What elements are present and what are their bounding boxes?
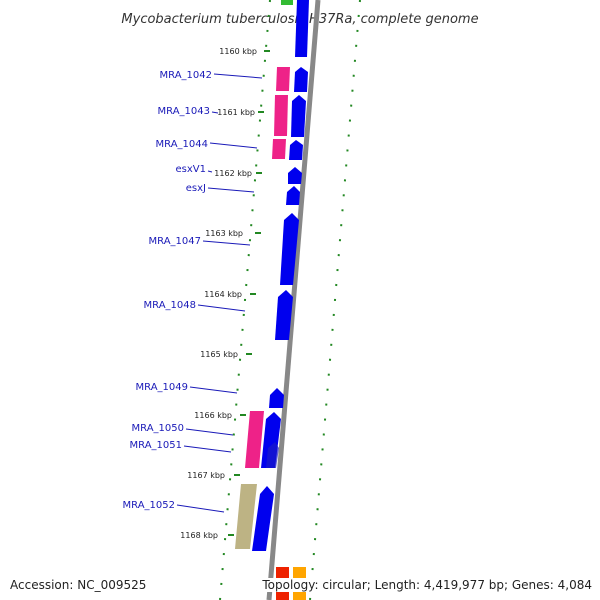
- gene-label-mra-1051[interactable]: MRA_1051: [130, 440, 232, 453]
- svg-text:MRA_1043[interactable]: MRA_1043: [158, 106, 210, 117]
- gene-label-mra-1049[interactable]: MRA_1049: [136, 382, 238, 394]
- gene-mra-1050-reverse: [245, 411, 264, 468]
- gene-1049-arrow: [269, 388, 284, 408]
- gene-esxj-arrow: [286, 186, 300, 205]
- svg-text:esxJ[interactable]: esxJ: [186, 183, 206, 194]
- gene-mra-1052-tan: [235, 484, 257, 549]
- gene-label-esxj[interactable]: esxJ: [186, 183, 255, 194]
- outer-track-left: [219, 0, 271, 600]
- gene-1052-arrow: [252, 486, 274, 551]
- svg-text:esxV1[interactable]: esxV1: [176, 164, 206, 175]
- svg-text:MRA_1052[interactable]: MRA_1052: [123, 500, 175, 511]
- tick-label: 1168 kbp: [180, 531, 218, 540]
- svg-text:MRA_1042[interactable]: MRA_1042: [160, 70, 212, 81]
- tick-label: 1167 kbp: [187, 471, 225, 480]
- gene-label-mra-1052[interactable]: MRA_1052: [123, 500, 225, 513]
- tick-1160: 1160 kbp: [219, 47, 270, 56]
- tick-1163: 1163 kbp: [205, 229, 261, 238]
- gene-label-mra-1048[interactable]: MRA_1048: [144, 300, 246, 312]
- top-green-feature: [281, 0, 293, 5]
- gene-1051-arrow-overlay: [266, 442, 279, 468]
- gene-label-mra-1044[interactable]: MRA_1044: [156, 139, 258, 150]
- genome-summary-text: Topology: circular; Length: 4,419,977 bp…: [260, 578, 594, 592]
- gene-1043-arrow: [291, 95, 306, 137]
- tick-1162: 1162 kbp: [214, 169, 262, 178]
- gene-mra-1043-reverse: [274, 95, 288, 136]
- tick-label: 1163 kbp: [205, 229, 243, 238]
- gene-mra-1044-reverse: [272, 139, 286, 159]
- gene-label-mra-1042[interactable]: MRA_1042: [160, 70, 263, 81]
- tick-label: 1166 kbp: [194, 411, 232, 420]
- svg-text:MRA_1047[interactable]: MRA_1047: [149, 236, 201, 247]
- tick-label: 1165 kbp: [200, 350, 238, 359]
- tick-1165: 1165 kbp: [200, 350, 252, 359]
- tick-label: 1161 kbp: [217, 108, 255, 117]
- accession-text: Accession: NC_009525: [8, 578, 149, 592]
- gene-label-mra-1043[interactable]: MRA_1043: [158, 106, 219, 117]
- gene-label-mra-1047[interactable]: MRA_1047: [149, 236, 251, 247]
- svg-text:MRA_1049[interactable]: MRA_1049: [136, 382, 188, 393]
- gene-1048-arrow: [275, 290, 293, 340]
- tick-1166: 1166 kbp: [194, 411, 246, 420]
- tick-label: 1164 kbp: [204, 290, 242, 299]
- tick-1168: 1168 kbp: [180, 531, 234, 540]
- gene-1042-arrow: [294, 67, 308, 92]
- svg-text:MRA_1048[interactable]: MRA_1048: [144, 300, 196, 311]
- tick-1164: 1164 kbp: [204, 290, 256, 299]
- svg-text:MRA_1050[interactable]: MRA_1050: [132, 423, 184, 434]
- genome-backbone: [266, 0, 321, 600]
- tick-label: 1162 kbp: [214, 169, 252, 178]
- gene-label-esxv1[interactable]: esxV1: [176, 164, 213, 175]
- svg-text:MRA_1051[interactable]: MRA_1051: [130, 440, 182, 451]
- outer-track-right: [309, 0, 361, 600]
- gene-label-mra-1050[interactable]: MRA_1050: [132, 423, 234, 436]
- gene-1047-arrow: [280, 213, 299, 285]
- gene-mra-1042-reverse: [276, 67, 290, 91]
- svg-text:MRA_1044[interactable]: MRA_1044: [156, 139, 208, 150]
- tick-1167: 1167 kbp: [187, 471, 240, 480]
- tick-label: 1160 kbp: [219, 47, 257, 56]
- gene-1044-arrow: [289, 140, 303, 160]
- gene-esxv1-arrow: [288, 167, 302, 184]
- tick-1161: 1161 kbp: [217, 108, 264, 117]
- top-blue-feature: [295, 0, 309, 57]
